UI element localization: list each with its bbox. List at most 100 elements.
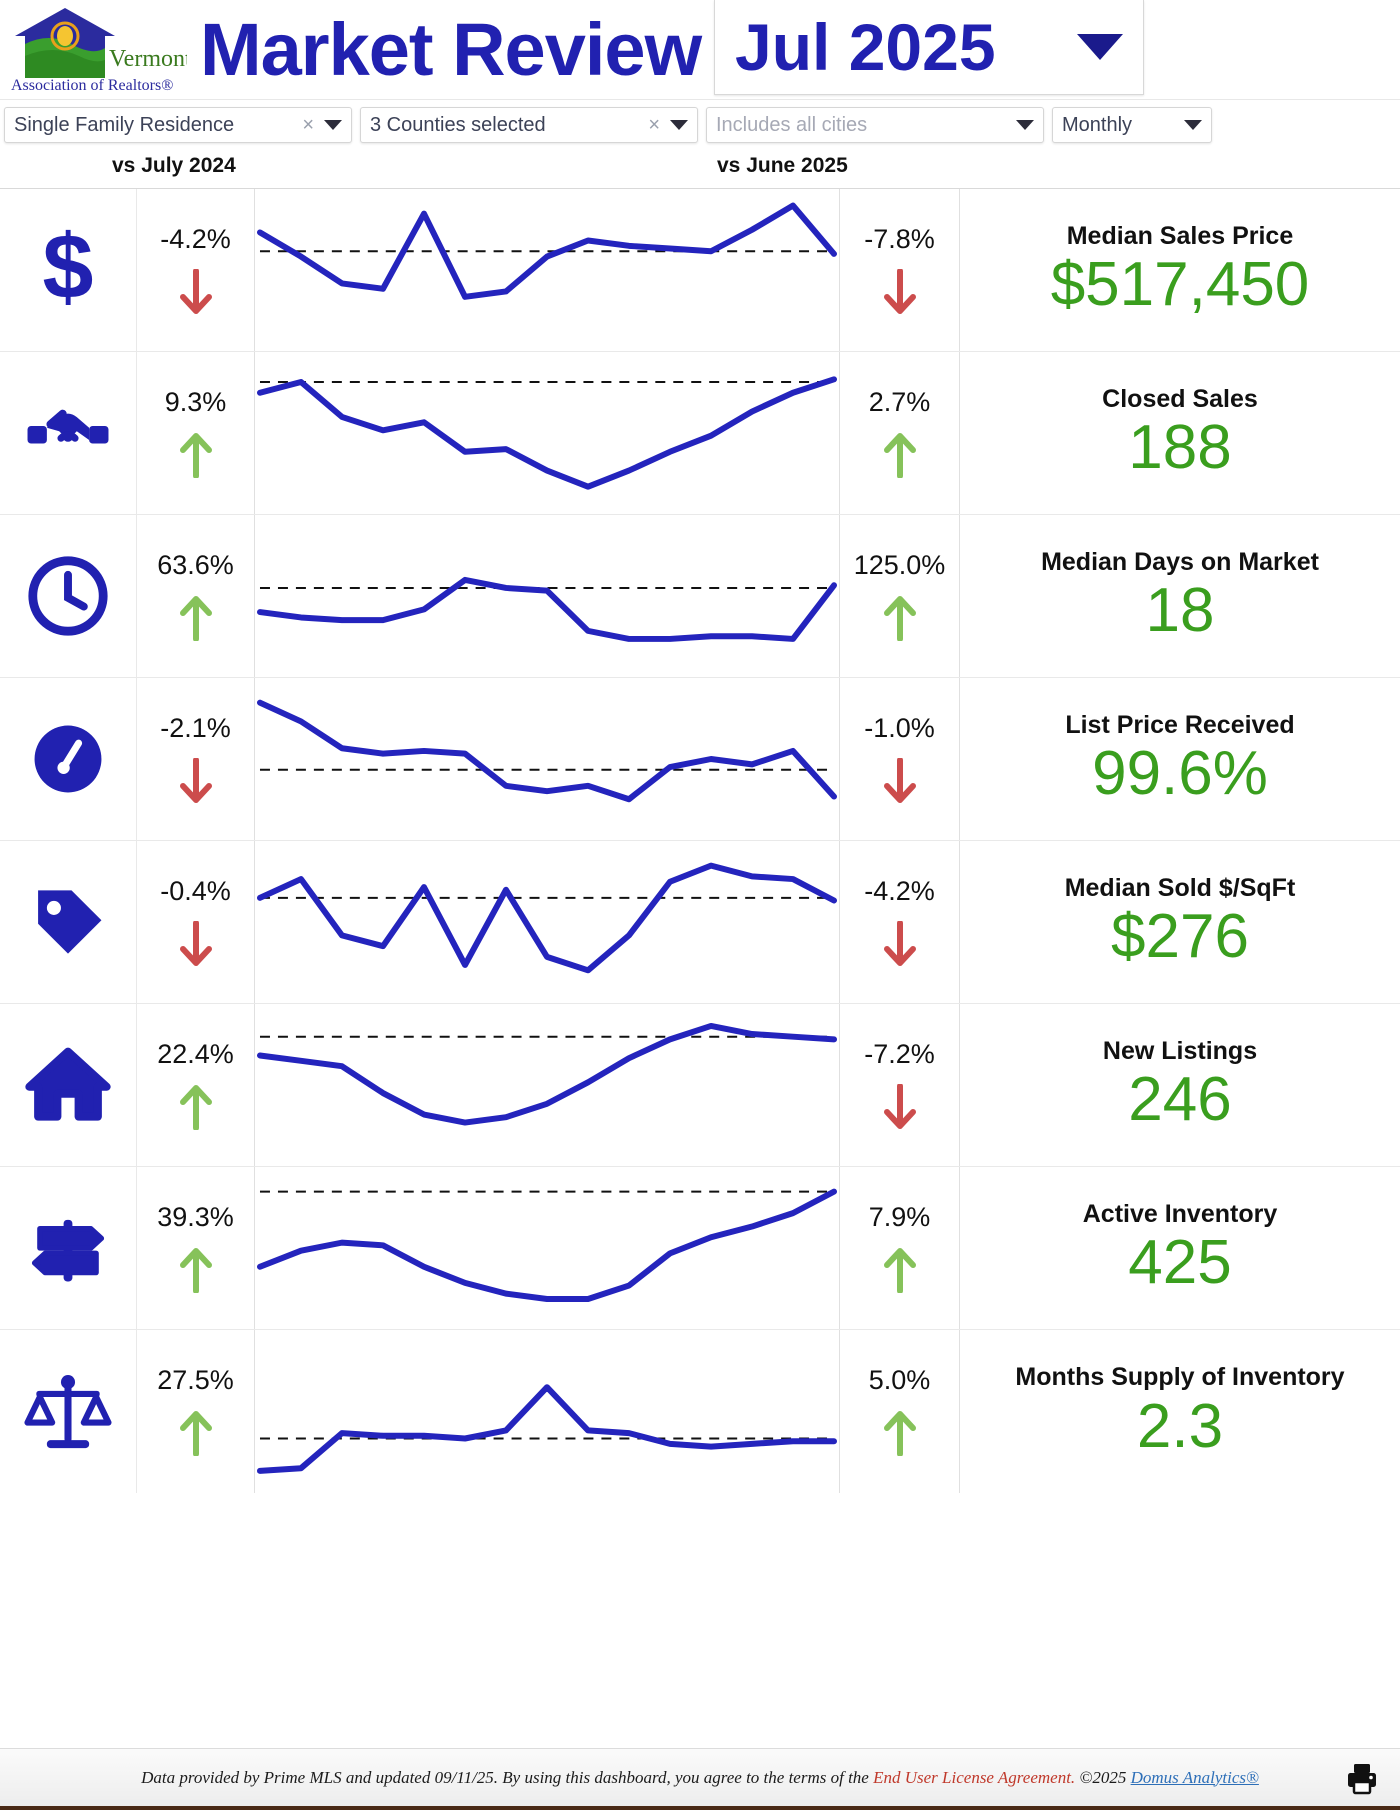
yoy-change: 27.5% [137, 1330, 255, 1493]
metric-summary: New Listings 246 [960, 1004, 1400, 1166]
chevron-down-icon[interactable] [1016, 120, 1034, 130]
metric-label: Median Sold $/SqFt [1064, 873, 1296, 902]
close-icon[interactable]: × [302, 113, 314, 136]
sparkline-series [256, 1022, 838, 1126]
clock-icon [0, 515, 137, 677]
metric-label: Months Supply of Inventory [1015, 1363, 1345, 1392]
metric-value: 2.3 [1136, 1391, 1224, 1461]
sparkline-cell[interactable] [255, 515, 840, 677]
period-selector[interactable]: Jul 2025 [714, 0, 1144, 95]
sparkline-cell[interactable] [255, 352, 840, 514]
footer-text-1: Data provided by Prime MLS and updated 0… [141, 1767, 874, 1787]
domus-analytics-link[interactable]: Domus Analytics® [1130, 1767, 1259, 1787]
filter-county-value: 3 Counties selected [370, 113, 546, 136]
metric-summary: Closed Sales 188 [960, 352, 1400, 514]
sparkline-series [256, 376, 838, 490]
mom-percent: 5.0% [868, 1365, 931, 1395]
arrow-down-icon [883, 1083, 916, 1129]
metric-summary: Active Inventory 425 [960, 1167, 1400, 1329]
sparkline-chart [256, 576, 838, 642]
yoy-trend-arrow [179, 1247, 213, 1293]
yoy-trend-arrow [179, 268, 213, 315]
metric-summary: Median Days on Market 18 [960, 515, 1400, 677]
yoy-percent: 27.5% [157, 1365, 234, 1395]
sparkline-chart [256, 699, 838, 803]
yoy-change: 22.4% [137, 1004, 255, 1166]
sparkline-chart [256, 1022, 838, 1126]
sparkline-series [256, 862, 838, 974]
filter-frequency[interactable]: Monthly [1052, 107, 1212, 143]
mom-change: 125.0% [840, 515, 960, 677]
arrow-up-icon [179, 432, 212, 478]
yoy-change: -0.4% [137, 841, 255, 1003]
metric-value: 18 [1145, 576, 1215, 646]
filter-city[interactable]: Includes all cities [706, 107, 1044, 143]
mom-change: 7.9% [840, 1167, 960, 1329]
metric-summary: List Price Received 99.6% [960, 678, 1400, 840]
yoy-change: -4.2% [137, 189, 255, 351]
close-icon[interactable]: × [648, 113, 660, 136]
filter-frequency-value: Monthly [1062, 113, 1133, 136]
chevron-down-icon[interactable] [324, 120, 342, 130]
chevron-down-icon[interactable] [1184, 120, 1202, 130]
metric-summary: Months Supply of Inventory 2.3 [960, 1330, 1400, 1493]
app-header: Vermont Association of Realtors® Market … [0, 0, 1400, 100]
chevron-down-icon[interactable] [1077, 34, 1123, 60]
arrow-up-icon [179, 1084, 212, 1130]
filter-property-type-value: Single Family Residence [14, 113, 235, 136]
yoy-percent: -0.4% [160, 875, 231, 906]
chevron-down-icon[interactable] [670, 120, 688, 130]
metric-label: Closed Sales [1102, 384, 1258, 413]
mom-change: -7.2% [840, 1004, 960, 1166]
mom-trend-arrow [883, 432, 917, 478]
metric-row: $ -4.2% -7.8% Median Sales Price $517,45… [0, 189, 1400, 352]
metric-value: 188 [1128, 413, 1232, 483]
metric-label: New Listings [1102, 1036, 1258, 1065]
footer-disclaimer: Data provided by Prime MLS and updated 0… [141, 1768, 1259, 1788]
filter-property-type[interactable]: Single Family Residence × [4, 107, 352, 143]
sparkline-series [256, 699, 838, 803]
filter-county[interactable]: 3 Counties selected × [360, 107, 698, 143]
metric-value: 246 [1128, 1065, 1232, 1135]
sparkline-cell[interactable] [255, 1330, 840, 1493]
sparkline-cell[interactable] [255, 189, 840, 351]
arrow-down-icon [179, 920, 212, 966]
yoy-percent: -2.1% [160, 712, 231, 743]
handshake-icon [0, 352, 137, 514]
print-button[interactable] [1344, 1760, 1380, 1796]
arrow-up-icon [883, 1247, 916, 1293]
sparkline-cell[interactable] [255, 841, 840, 1003]
metric-summary: Median Sales Price $517,450 [960, 189, 1400, 351]
mom-percent: -1.0% [864, 712, 935, 743]
sparkline-chart [256, 862, 838, 974]
metric-row: 22.4% -7.2% New Listings 246 [0, 1004, 1400, 1167]
arrow-down-icon [883, 268, 916, 314]
mom-percent: 2.7% [868, 386, 931, 417]
metric-label: Median Sales Price [1066, 221, 1294, 250]
comparison-headers: vs July 2024 vs June 2025 [0, 152, 1400, 188]
metric-label: Active Inventory [1082, 1199, 1278, 1228]
yoy-trend-arrow [179, 757, 213, 804]
yoy-percent: -4.2% [160, 223, 231, 254]
metrics-grid: $ -4.2% -7.8% Median Sales Price $517,45… [0, 188, 1400, 1493]
eula-link[interactable]: End User License Agreement. [873, 1767, 1076, 1787]
arrow-down-icon [179, 268, 212, 314]
yoy-trend-arrow [179, 432, 213, 478]
mom-percent: -7.2% [864, 1038, 935, 1069]
mom-change: 5.0% [840, 1330, 960, 1493]
sparkline-series [256, 576, 838, 642]
sparkline-chart [256, 1384, 838, 1474]
metric-row: -2.1% -1.0% List Price Received 99.6% [0, 678, 1400, 841]
sparkline-series [256, 202, 838, 300]
sparkline-series [256, 1188, 838, 1302]
sparkline-cell[interactable] [255, 1167, 840, 1329]
sparkline-cell[interactable] [255, 1004, 840, 1166]
mom-percent: 7.9% [868, 1201, 931, 1232]
compare-month-label: vs June 2025 [717, 154, 848, 177]
sparkline-cell[interactable] [255, 678, 840, 840]
sparkline-chart [256, 376, 838, 490]
mom-trend-arrow [883, 1083, 917, 1130]
page-title: Market Review [200, 7, 702, 91]
arrow-up-icon [179, 1247, 212, 1293]
mom-percent: 125.0% [853, 549, 946, 580]
